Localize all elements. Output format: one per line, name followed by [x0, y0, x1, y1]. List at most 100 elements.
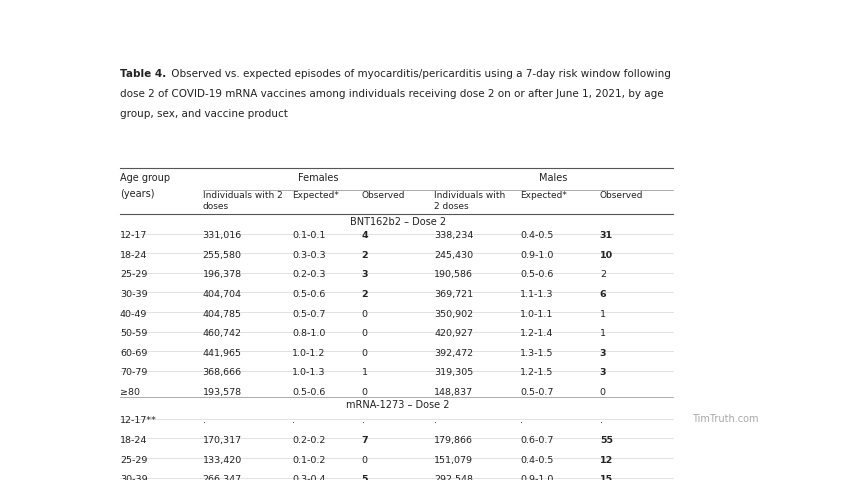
Text: 50-59: 50-59: [119, 329, 148, 338]
Text: 12: 12: [599, 456, 612, 465]
Text: 0.5-0.6: 0.5-0.6: [519, 271, 553, 279]
Text: 1.3-1.5: 1.3-1.5: [519, 349, 554, 358]
Text: 25-29: 25-29: [119, 271, 148, 279]
Text: dose 2 of COVID-19 mRNA vaccines among individuals receiving dose 2 on or after : dose 2 of COVID-19 mRNA vaccines among i…: [119, 89, 663, 99]
Text: 1.1-1.3: 1.1-1.3: [519, 290, 554, 299]
Text: .: .: [599, 417, 602, 425]
Text: group, sex, and vaccine product: group, sex, and vaccine product: [119, 109, 287, 120]
Text: 350,902: 350,902: [434, 310, 473, 319]
Text: Table 4.: Table 4.: [119, 69, 166, 79]
Text: 338,234: 338,234: [434, 231, 473, 240]
Text: 3: 3: [599, 349, 606, 358]
Text: 0.6-0.7: 0.6-0.7: [519, 436, 553, 445]
Text: 12-17**: 12-17**: [119, 417, 157, 425]
Text: 331,016: 331,016: [202, 231, 241, 240]
Text: 292,548: 292,548: [434, 475, 473, 480]
Text: 179,866: 179,866: [434, 436, 473, 445]
Text: 18-24: 18-24: [119, 251, 148, 260]
Text: Expected*: Expected*: [519, 192, 566, 200]
Text: Observed: Observed: [599, 192, 642, 200]
Text: 368,666: 368,666: [202, 369, 241, 377]
Text: 0: 0: [361, 310, 367, 319]
Text: 30-39: 30-39: [119, 290, 148, 299]
Text: 196,378: 196,378: [202, 271, 241, 279]
Text: 460,742: 460,742: [202, 329, 241, 338]
Text: 0.5-0.7: 0.5-0.7: [519, 388, 553, 397]
Text: 151,079: 151,079: [434, 456, 473, 465]
Text: 30-39: 30-39: [119, 475, 148, 480]
Text: 25-29: 25-29: [119, 456, 148, 465]
Text: 55: 55: [599, 436, 612, 445]
Text: 0.3-0.4: 0.3-0.4: [292, 475, 325, 480]
Text: Females: Females: [298, 173, 339, 183]
Text: 133,420: 133,420: [202, 456, 241, 465]
Text: 60-69: 60-69: [119, 349, 148, 358]
Text: .: .: [202, 417, 206, 425]
Text: 31: 31: [599, 231, 612, 240]
Text: 1.2-1.4: 1.2-1.4: [519, 329, 553, 338]
Text: 266,347: 266,347: [202, 475, 241, 480]
Text: 2: 2: [599, 271, 605, 279]
Text: 18-24: 18-24: [119, 436, 148, 445]
Text: 0.5-0.6: 0.5-0.6: [292, 290, 325, 299]
Text: 369,721: 369,721: [434, 290, 473, 299]
Text: 0.8-1.0: 0.8-1.0: [292, 329, 325, 338]
Text: Individuals with 2
doses: Individuals with 2 doses: [202, 192, 282, 211]
Text: 2: 2: [361, 290, 368, 299]
Text: 0.4-0.5: 0.4-0.5: [519, 456, 553, 465]
Text: 170,317: 170,317: [202, 436, 241, 445]
Text: 190,586: 190,586: [434, 271, 473, 279]
Text: 0.9-1.0: 0.9-1.0: [519, 251, 553, 260]
Text: 0: 0: [361, 388, 367, 397]
Text: 319,305: 319,305: [434, 369, 473, 377]
Text: 1.0-1.1: 1.0-1.1: [519, 310, 553, 319]
Text: TimTruth.com: TimTruth.com: [692, 413, 757, 423]
Text: mRNA-1273 – Dose 2: mRNA-1273 – Dose 2: [345, 400, 450, 410]
Text: .: .: [361, 417, 364, 425]
Text: 1.2-1.5: 1.2-1.5: [519, 369, 553, 377]
Text: 15: 15: [599, 475, 612, 480]
Text: 1: 1: [599, 310, 605, 319]
Text: 6: 6: [599, 290, 606, 299]
Text: .: .: [292, 417, 295, 425]
Text: Individuals with
2 doses: Individuals with 2 doses: [434, 192, 505, 211]
Text: 1.0-1.2: 1.0-1.2: [292, 349, 325, 358]
Text: 3: 3: [361, 271, 368, 279]
Text: 70-79: 70-79: [119, 369, 148, 377]
Text: Males: Males: [539, 173, 567, 183]
Text: 0: 0: [361, 456, 367, 465]
Text: Expected*: Expected*: [292, 192, 339, 200]
Text: .: .: [434, 417, 437, 425]
Text: 1: 1: [361, 369, 367, 377]
Text: 148,837: 148,837: [434, 388, 473, 397]
Text: 12-17: 12-17: [119, 231, 148, 240]
Text: 245,430: 245,430: [434, 251, 473, 260]
Text: 0.2-0.2: 0.2-0.2: [292, 436, 325, 445]
Text: 0.1-0.1: 0.1-0.1: [292, 231, 325, 240]
Text: 0.9-1.0: 0.9-1.0: [519, 475, 553, 480]
Text: 404,704: 404,704: [202, 290, 241, 299]
Text: 2: 2: [361, 251, 368, 260]
Text: ≥80: ≥80: [119, 388, 140, 397]
Text: 0.4-0.5: 0.4-0.5: [519, 231, 553, 240]
Text: BNT162b2 – Dose 2: BNT162b2 – Dose 2: [350, 217, 445, 227]
Text: 0.5-0.6: 0.5-0.6: [292, 388, 325, 397]
Text: 40-49: 40-49: [119, 310, 148, 319]
Text: Observed vs. expected episodes of myocarditis/pericarditis using a 7-day risk wi: Observed vs. expected episodes of myocar…: [168, 69, 670, 79]
Text: 404,785: 404,785: [202, 310, 241, 319]
Text: 1: 1: [599, 329, 605, 338]
Text: 7: 7: [361, 436, 368, 445]
Text: 1.0-1.3: 1.0-1.3: [292, 369, 325, 377]
Text: 3: 3: [599, 369, 606, 377]
Text: 5: 5: [361, 475, 368, 480]
Text: 420,927: 420,927: [434, 329, 473, 338]
Text: 441,965: 441,965: [202, 349, 241, 358]
Text: (years): (years): [119, 189, 154, 199]
Text: Age group: Age group: [119, 173, 170, 183]
Text: 4: 4: [361, 231, 368, 240]
Text: 0.2-0.3: 0.2-0.3: [292, 271, 325, 279]
Text: 10: 10: [599, 251, 612, 260]
Text: Observed: Observed: [361, 192, 404, 200]
Text: 392,472: 392,472: [434, 349, 473, 358]
Text: 255,580: 255,580: [202, 251, 241, 260]
